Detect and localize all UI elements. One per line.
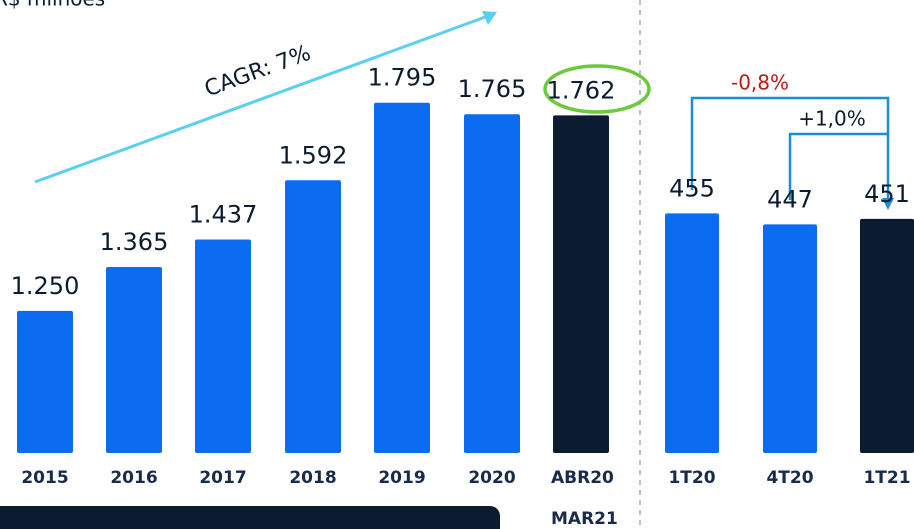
bar bbox=[665, 213, 719, 453]
value-label: 1.762 bbox=[547, 76, 616, 104]
bar bbox=[860, 218, 914, 453]
value-label: 1.250 bbox=[11, 272, 80, 300]
bar bbox=[464, 114, 520, 453]
unit-label: R$ milhões bbox=[0, 0, 105, 11]
bar bbox=[106, 266, 162, 453]
bracket bbox=[690, 96, 890, 200]
value-label: 1.765 bbox=[458, 75, 527, 103]
x-tick-label: 1T20 bbox=[668, 468, 715, 488]
x-tick-label: 2017 bbox=[199, 468, 246, 488]
footer-box bbox=[0, 506, 500, 529]
change-label: -0,8% bbox=[731, 71, 789, 95]
value-label: 1.437 bbox=[189, 200, 258, 228]
x-tick-label: 2020 bbox=[468, 468, 515, 488]
bar bbox=[553, 115, 609, 453]
arrow-head bbox=[882, 198, 894, 210]
bar bbox=[195, 239, 251, 453]
x-tick-label: 1T21 bbox=[863, 468, 910, 488]
bar bbox=[17, 310, 73, 453]
value-label: 1.365 bbox=[100, 228, 169, 256]
change-label: +1,0% bbox=[798, 107, 866, 131]
x-tick-label: 2015 bbox=[21, 468, 68, 488]
value-label: 1.592 bbox=[279, 141, 348, 169]
arrow-head bbox=[482, 11, 497, 25]
value-label: 451 bbox=[864, 180, 910, 208]
highlight-ring bbox=[543, 64, 651, 114]
bar bbox=[285, 180, 341, 453]
x-tick-label: 2018 bbox=[289, 468, 336, 488]
x-tick-label: 2019 bbox=[378, 468, 425, 488]
cagr-label: CAGR: 7% bbox=[201, 41, 314, 102]
bar bbox=[763, 224, 817, 453]
value-label: 447 bbox=[767, 185, 813, 213]
x-tick-label: ABR20 MAR21 bbox=[551, 468, 618, 529]
cagr-arrow bbox=[34, 14, 489, 184]
value-label: 1.795 bbox=[368, 64, 437, 92]
bracket bbox=[788, 132, 888, 200]
x-tick-label: 4T20 bbox=[766, 468, 813, 488]
x-tick-label: 2016 bbox=[110, 468, 157, 488]
value-label: 455 bbox=[669, 174, 715, 202]
bar bbox=[374, 102, 430, 453]
